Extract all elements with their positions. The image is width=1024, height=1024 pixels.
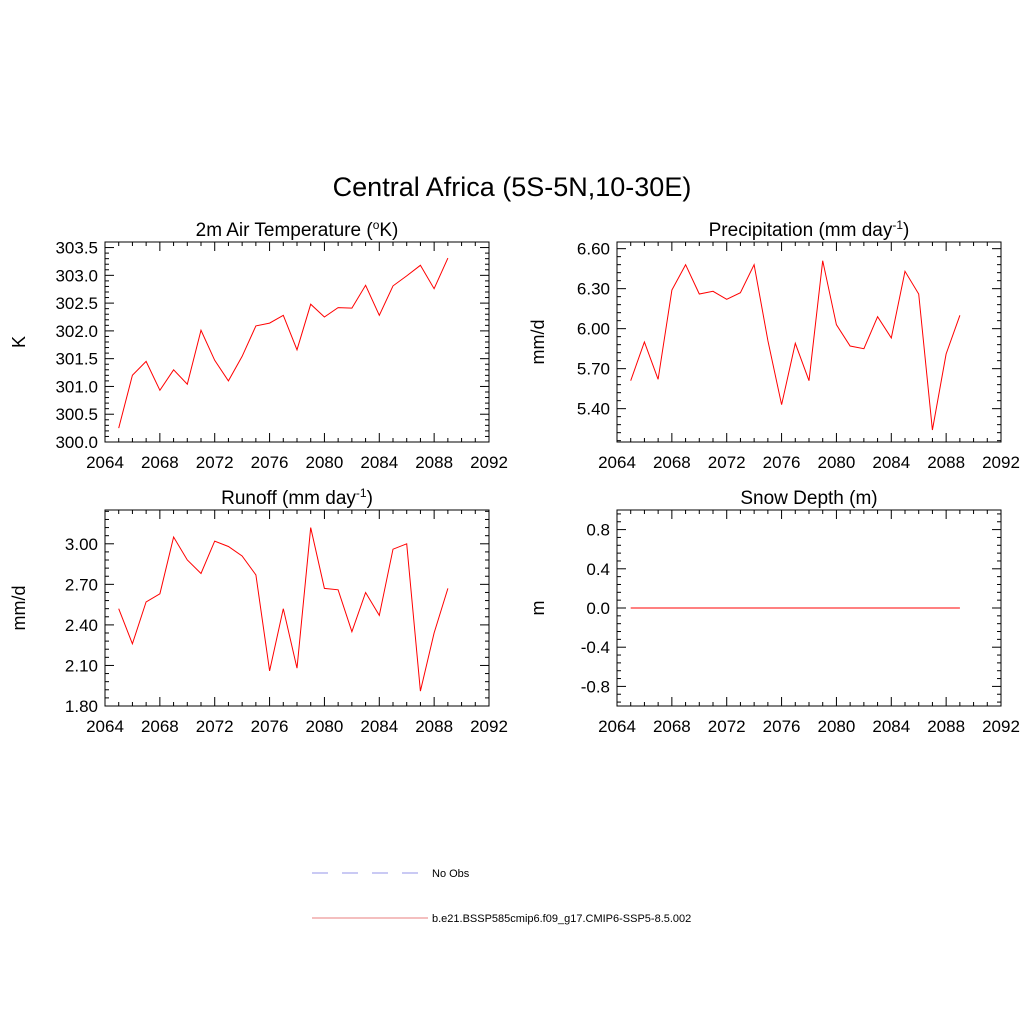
y-tick-label: 2.40 [65,616,98,635]
y-tick-label: 6.30 [577,280,610,299]
x-tick-label: 2072 [708,717,746,736]
legend-label: b.e21.BSSP585cmip6.f09_g17.CMIP6-SSP5-8.… [432,913,691,925]
y-tick-label: 6.00 [577,320,610,339]
x-tick-label: 2076 [251,453,289,472]
y-tick-label: 302.5 [55,294,98,313]
x-tick-label: 2092 [982,453,1020,472]
series-line-precipitation [630,260,961,431]
plot-frame [104,509,490,707]
x-tick-label: 2068 [653,717,691,736]
panel-title-superscript: o [373,218,380,232]
y-tick-label: -0.4 [581,638,610,657]
chart-panel-temperature: 2064 2068 2072 2076 2080 2084 2088 2092 300.0 300… [9,218,508,472]
x-tick-label: 2092 [470,453,508,472]
panel-title: Precipitation (mm day-1) [709,218,910,241]
series-line-runoff [118,527,449,692]
series-line-temperature [118,257,449,429]
x-tick-label: 2064 [598,453,636,472]
x-tick-label: 2068 [141,717,179,736]
x-tick-label: 2084 [360,717,398,736]
y-tick-label: 0.8 [586,521,610,540]
y-tick-label: 2.10 [65,656,98,675]
y-tick-label: 302.0 [55,322,98,341]
panel-title-end: ) [903,220,909,241]
y-tick-label: 300.5 [55,405,98,424]
y-tick-label: 0.4 [586,560,610,579]
x-tick-label: 2064 [598,717,636,736]
panel-title: Runoff (mm day-1) [221,486,373,509]
panel-title-end: K) [379,220,398,241]
legend-entry: b.e21.BSSP585cmip6.f09_g17.CMIP6-SSP5-8.… [312,913,691,925]
chart-panels: 2064 2068 2072 2076 2080 2084 2088 2092 300.0 300… [9,218,1020,736]
y-tick-label: 303.5 [55,239,98,258]
y-tick-label: 5.40 [577,400,610,419]
panel-title-superscript: -1 [356,486,367,500]
panel-title: Snow Depth (m) [740,488,877,509]
x-tick-label: 2064 [86,453,124,472]
panel-title-end: ) [367,488,373,509]
y-tick-label: -0.8 [581,677,610,696]
y-tick-label: 3.00 [65,535,98,554]
x-tick-label: 2072 [196,717,234,736]
y-tick-label: 1.80 [65,697,98,716]
x-tick-label: 2084 [872,717,910,736]
x-tick-label: 2064 [86,717,124,736]
x-tick-label: 2088 [927,453,965,472]
panel-title-text: 2m Air Temperature ( [196,220,374,241]
x-tick-label: 2076 [251,717,289,736]
y-axis-label: mm/d [528,320,548,365]
x-tick-label: 2068 [653,453,691,472]
y-tick-label: 5.70 [577,360,610,379]
legend-entry: No Obs [312,868,470,880]
x-tick-label: 2076 [763,453,801,472]
x-tick-label: 2080 [818,453,856,472]
x-tick-label: 2080 [818,717,856,736]
y-tick-label: 301.0 [55,377,98,396]
x-tick-label: 2088 [415,717,453,736]
y-axis-label: m [528,601,548,616]
x-tick-label: 2080 [306,453,344,472]
plot-frame [616,241,1002,443]
x-tick-label: 2084 [872,453,910,472]
figure-title: Central Africa (5S-5N,10-30E) [333,172,692,202]
x-tick-label: 2092 [982,717,1020,736]
panel-title-text: Snow Depth (m) [740,488,877,509]
x-tick-label: 2068 [141,453,179,472]
x-tick-label: 2092 [470,717,508,736]
chart-panel-snowdepth: 2064 2068 2072 2076 2080 2084 2088 2092 -0.8 -0.4… [528,488,1020,736]
x-tick-label: 2076 [763,717,801,736]
x-tick-label: 2088 [415,453,453,472]
y-tick-label: 2.70 [65,575,98,594]
x-tick-label: 2072 [196,453,234,472]
panel-title-text: Runoff (mm day [221,488,356,509]
y-tick-label: 303.0 [55,266,98,285]
y-tick-label: 6.60 [577,240,610,259]
chart-panel-runoff: 2064 2068 2072 2076 2080 2084 2088 2092 1.80 2.10… [9,486,508,736]
panel-title-superscript: -1 [892,218,903,232]
y-axis-label: mm/d [9,586,29,631]
chart-panel-precipitation: 2064 2068 2072 2076 2080 2084 2088 2092 5.40 5.70… [528,218,1020,472]
y-axis-label: K [9,336,29,348]
panel-title-text: Precipitation (mm day [709,220,893,241]
x-tick-label: 2080 [306,717,344,736]
plot-frame [104,241,490,443]
x-tick-label: 2088 [927,717,965,736]
legend: No Obs b.e21.BSSP585cmip6.f09_g17.CMIP6-S… [312,868,691,925]
x-tick-label: 2084 [360,453,398,472]
y-tick-label: 0.0 [586,599,610,618]
x-tick-label: 2072 [708,453,746,472]
y-tick-label: 301.5 [55,350,98,369]
legend-label: No Obs [432,868,470,880]
y-tick-label: 300.0 [55,433,98,452]
panel-title: 2m Air Temperature (oK) [196,218,399,241]
